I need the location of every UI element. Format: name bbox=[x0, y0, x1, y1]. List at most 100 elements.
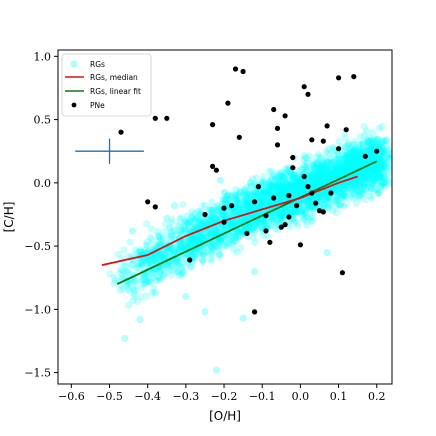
rg-point bbox=[280, 173, 288, 181]
rg-point bbox=[377, 152, 385, 160]
rg-point bbox=[373, 176, 381, 184]
rg-point bbox=[287, 181, 295, 189]
rg-point bbox=[338, 164, 346, 172]
x-tick-label: −0.6 bbox=[58, 390, 85, 403]
rg-point bbox=[324, 165, 332, 173]
rg-point bbox=[222, 235, 230, 243]
rg-point bbox=[135, 248, 143, 256]
pne-point bbox=[225, 100, 231, 106]
rg-point bbox=[380, 148, 388, 156]
y-tick-label: −0.5 bbox=[24, 240, 51, 253]
rg-point bbox=[317, 197, 325, 205]
rg-point bbox=[309, 175, 317, 183]
rg-point bbox=[240, 198, 248, 206]
rg-point bbox=[319, 171, 327, 179]
rg-point bbox=[303, 204, 311, 212]
rg-point bbox=[327, 171, 335, 179]
rg-point bbox=[375, 189, 383, 197]
rg-point bbox=[209, 246, 217, 254]
rg-point bbox=[268, 216, 276, 224]
rg-point bbox=[312, 159, 320, 167]
rg-point bbox=[279, 180, 287, 188]
rg-point bbox=[279, 212, 287, 220]
rg-point bbox=[314, 179, 322, 188]
rg-point bbox=[215, 214, 223, 222]
rg-point bbox=[291, 179, 299, 188]
rg-point bbox=[349, 154, 357, 162]
rg-point bbox=[272, 181, 280, 189]
rg-point bbox=[320, 162, 328, 170]
rg-point bbox=[341, 183, 349, 191]
rg-point bbox=[188, 251, 196, 259]
rg-point bbox=[229, 218, 237, 226]
rg-point bbox=[352, 177, 360, 185]
rg-point bbox=[251, 226, 259, 234]
rg-point bbox=[311, 166, 320, 174]
rg-point bbox=[377, 174, 385, 182]
rg-point bbox=[327, 170, 335, 179]
rg-point bbox=[350, 153, 358, 162]
rg-point bbox=[276, 193, 284, 201]
rg-point bbox=[341, 153, 349, 161]
rg-point bbox=[352, 179, 360, 187]
rg-point bbox=[372, 153, 380, 162]
rg-point bbox=[290, 214, 298, 222]
rg-point bbox=[128, 261, 136, 269]
rg-point bbox=[181, 218, 189, 226]
rg-point bbox=[295, 186, 303, 194]
rg-point bbox=[197, 217, 205, 225]
rg-point bbox=[174, 268, 182, 276]
rg-point bbox=[246, 192, 254, 200]
rg-point bbox=[268, 181, 276, 189]
rg-point bbox=[154, 241, 162, 249]
rg-point bbox=[172, 263, 180, 271]
y-axis-label: [C/H] bbox=[2, 202, 16, 233]
rg-point bbox=[217, 235, 225, 243]
rg-point bbox=[169, 246, 177, 255]
rg-point bbox=[286, 206, 294, 214]
rg-point bbox=[378, 123, 386, 131]
rg-point bbox=[324, 203, 332, 211]
rg-point bbox=[374, 135, 382, 143]
rg-point bbox=[195, 217, 203, 225]
rg-point bbox=[266, 181, 274, 189]
rg-point bbox=[184, 235, 193, 243]
rg-point bbox=[151, 289, 159, 297]
rg-point bbox=[370, 153, 378, 162]
rg-point bbox=[319, 169, 327, 177]
rg-point bbox=[271, 183, 279, 191]
pne-point bbox=[351, 74, 357, 80]
rg-point bbox=[138, 261, 146, 269]
rg-point bbox=[313, 176, 321, 184]
rg-point bbox=[209, 208, 217, 217]
rg-point bbox=[361, 172, 369, 180]
rg-point bbox=[315, 173, 323, 181]
rg-point bbox=[316, 158, 324, 166]
pne-point bbox=[202, 211, 208, 218]
rg-point bbox=[251, 189, 259, 197]
x-tick-label: −0.1 bbox=[249, 390, 276, 403]
rg-point bbox=[339, 186, 347, 194]
rg-point bbox=[230, 246, 238, 254]
y-tick-label: −1.0 bbox=[24, 303, 51, 316]
pne-point bbox=[152, 115, 158, 121]
rg-point bbox=[242, 195, 250, 204]
rg-point bbox=[288, 173, 297, 181]
rg-point bbox=[356, 179, 364, 188]
rg-point bbox=[190, 224, 198, 232]
rg-point bbox=[325, 194, 333, 202]
rg-point bbox=[236, 187, 244, 195]
pne-point bbox=[343, 127, 349, 133]
rg-point bbox=[211, 227, 220, 235]
rg-point bbox=[264, 181, 272, 189]
rg-point bbox=[241, 197, 250, 205]
rg-point bbox=[123, 267, 132, 275]
rg-point bbox=[237, 188, 245, 196]
rg-point bbox=[306, 196, 314, 204]
rg-point bbox=[240, 191, 249, 200]
rg-point bbox=[215, 213, 223, 221]
rg-point bbox=[201, 308, 209, 316]
rg-point bbox=[333, 186, 341, 194]
rg-point bbox=[320, 177, 328, 186]
rg-point bbox=[314, 168, 322, 177]
